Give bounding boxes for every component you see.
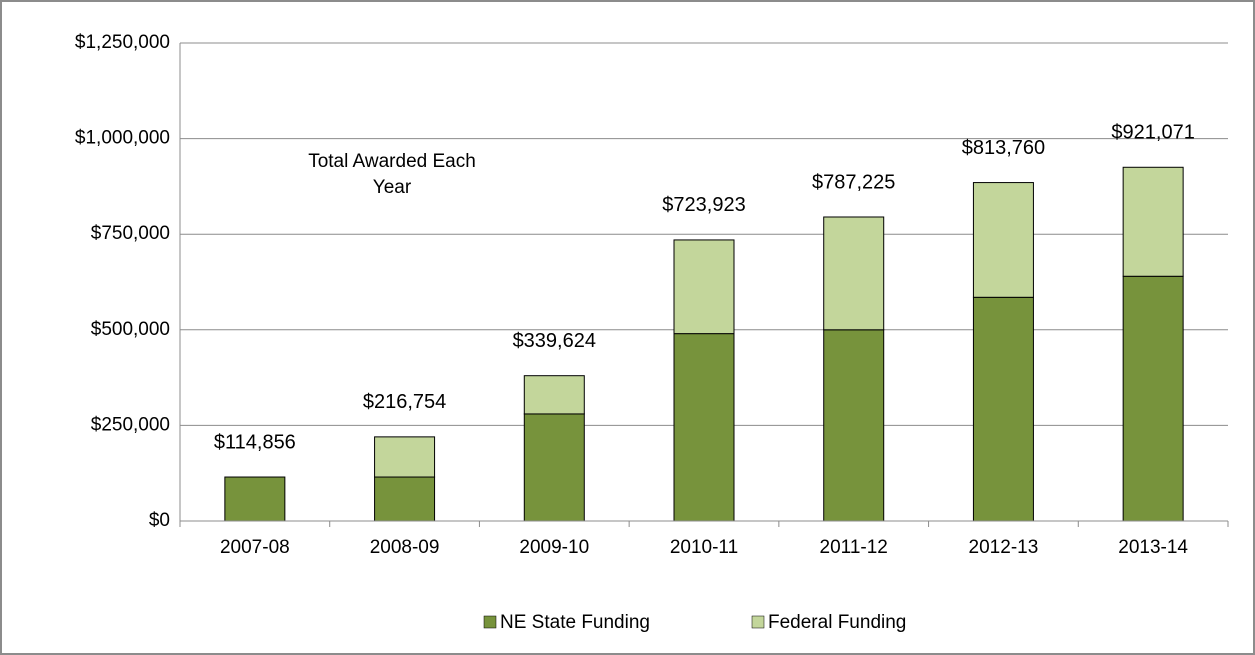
total-label: $921,071 [1111, 122, 1194, 144]
y-tick-label: $500,000 [91, 319, 170, 340]
y-tick-label: $0 [149, 510, 170, 531]
bar-segment [673, 333, 735, 522]
legend-label: Federal Funding [768, 612, 906, 633]
legend-label: NE State Funding [500, 612, 650, 633]
annotation: Total Awarded Each Year [308, 151, 476, 198]
y-tick-label: $1,000,000 [75, 128, 170, 149]
bar-segment [224, 476, 286, 522]
bar-segment [823, 329, 885, 522]
bar-segment [523, 413, 585, 522]
legend-swatch [483, 615, 497, 629]
x-tick-label: 2013-14 [1118, 537, 1188, 558]
x-tick-label: 2009-10 [519, 537, 589, 558]
bar-segment [374, 476, 436, 522]
x-tick-label: 2011-12 [820, 537, 888, 558]
x-tick-label: 2007-08 [220, 537, 290, 558]
y-tick-label: $250,000 [91, 414, 170, 435]
total-label: $723,923 [662, 194, 745, 216]
bar-segment [972, 182, 1034, 298]
bar-segment [374, 436, 436, 478]
bar-segment [1122, 275, 1184, 522]
total-label: $787,225 [812, 171, 895, 193]
y-tick-label: $750,000 [91, 223, 170, 244]
bar-segment [673, 239, 735, 335]
total-label: $216,754 [363, 391, 446, 413]
bar-segment [1122, 166, 1184, 277]
y-tick-label: $1,250,000 [75, 32, 170, 53]
total-label: $114,856 [214, 431, 296, 453]
x-tick-label: 2010-11 [670, 537, 738, 558]
total-label: $339,624 [513, 330, 596, 352]
bar-segment [972, 296, 1034, 522]
bar-segment [823, 216, 885, 331]
x-tick-label: 2012-13 [969, 537, 1039, 558]
legend-swatch [751, 615, 765, 629]
bar-segment [523, 375, 585, 415]
x-tick-label: 2008-09 [370, 537, 440, 558]
total-label: $813,760 [962, 137, 1045, 159]
